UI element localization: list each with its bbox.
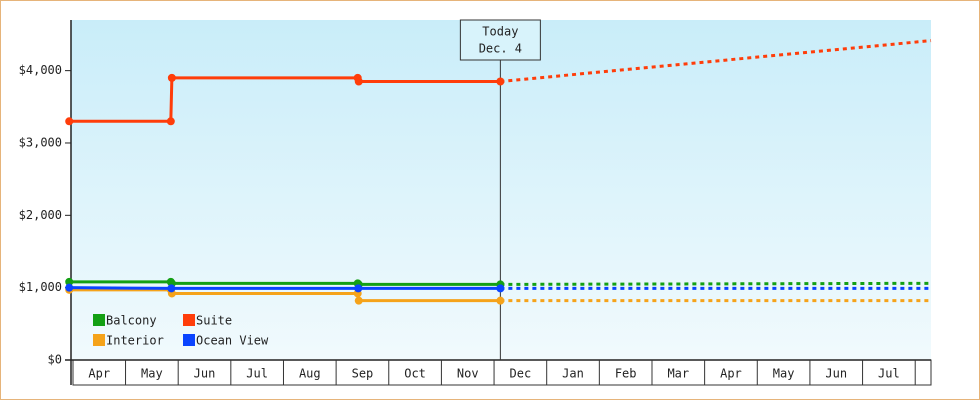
x-tick-label: Jun — [825, 367, 847, 381]
point — [496, 284, 505, 293]
y-tick-label: $1,000 — [19, 280, 62, 294]
legend-label: Balcony — [106, 314, 157, 328]
plot-area — [71, 20, 931, 360]
legend-label: Suite — [196, 314, 232, 328]
today-label: Dec. 4 — [479, 42, 522, 56]
series-line — [69, 288, 501, 303]
point — [166, 117, 175, 126]
legend-swatch — [93, 314, 105, 326]
y-tick-label: $0 — [48, 353, 62, 367]
point — [167, 73, 176, 82]
y-tick-label: $4,000 — [19, 63, 62, 77]
series-line — [69, 286, 501, 290]
y-tick-label: $3,000 — [19, 135, 62, 149]
point — [354, 77, 363, 86]
x-tick-label: Apr — [720, 367, 742, 381]
x-tick-label: Nov — [457, 367, 479, 381]
point — [65, 277, 74, 286]
x-tick-label: Jan — [562, 367, 584, 381]
x-tick-label: Aug — [299, 367, 321, 381]
series-line — [69, 280, 501, 286]
point — [167, 284, 176, 293]
today-box — [459, 19, 541, 61]
x-tick-label: Sep — [352, 367, 374, 381]
legend-label: Ocean View — [196, 334, 269, 348]
x-axis-band — [72, 359, 932, 386]
forecast-line — [500, 39, 932, 83]
x-tick-label: Mar — [667, 367, 689, 381]
point — [354, 296, 363, 305]
y-tick-label: $2,000 — [19, 208, 62, 222]
x-tick-label: May — [773, 367, 795, 381]
legend-swatch — [183, 334, 195, 346]
point — [65, 283, 74, 292]
x-tick-label: Apr — [88, 367, 110, 381]
legend-swatch — [93, 334, 105, 346]
x-tick-label: Oct — [404, 367, 426, 381]
point — [496, 77, 505, 86]
legend-label: Interior — [106, 334, 164, 348]
series-line — [69, 76, 501, 123]
point — [65, 117, 74, 126]
x-tick-label: May — [141, 367, 163, 381]
legend-swatch — [183, 314, 195, 326]
today-label: Today — [482, 25, 518, 39]
point — [354, 284, 363, 293]
x-tick-label: Feb — [615, 367, 637, 381]
x-tick-label: Jul — [878, 367, 900, 381]
x-tick-label: Jun — [194, 367, 216, 381]
x-tick-label: Dec — [510, 367, 532, 381]
point — [496, 296, 505, 305]
x-tick-label: Jul — [246, 367, 268, 381]
